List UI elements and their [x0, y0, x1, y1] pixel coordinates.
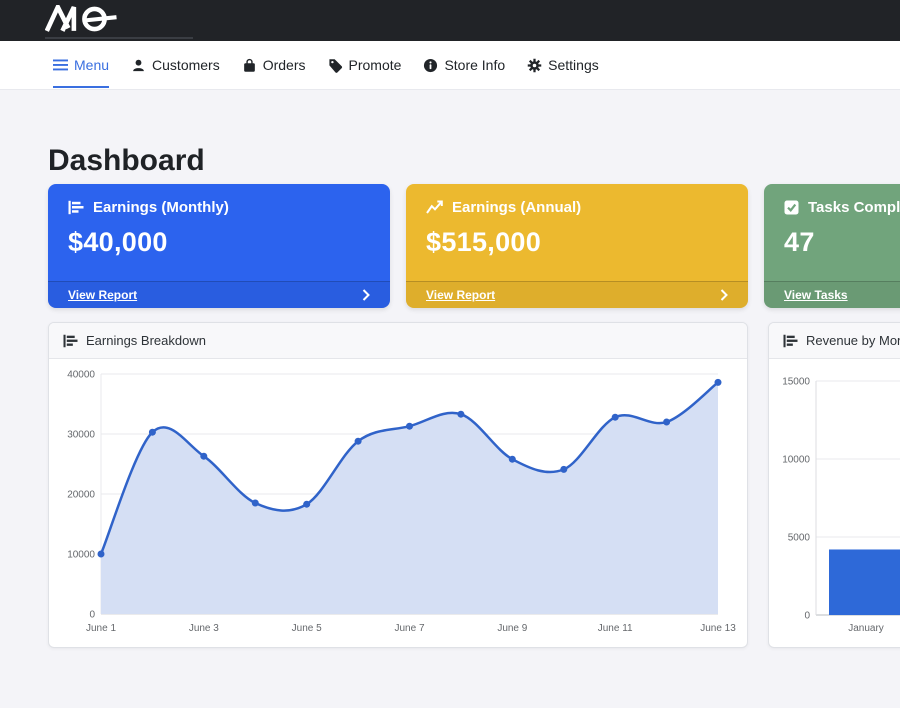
earnings-breakdown-header: Earnings Breakdown — [49, 323, 747, 359]
main-nav: Menu Customers Orders Promote Store Info — [0, 41, 900, 90]
stat-card-title-row: Earnings (Annual) — [426, 199, 728, 216]
hamburger-icon — [53, 59, 68, 71]
y-tick-label: 30000 — [67, 430, 95, 441]
y-tick-label: 20000 — [67, 490, 95, 501]
nav-item-menu[interactable]: Menu — [53, 41, 110, 89]
data-point — [611, 413, 619, 421]
revenue-by-month-header: Revenue by Month — [769, 323, 900, 359]
stat-card-earnings-annual: Earnings (Annual) $515,000 View Report — [406, 184, 748, 308]
data-point — [406, 422, 413, 430]
nav-item-store-info[interactable]: Store Info — [423, 41, 505, 89]
bar-chart-icon — [783, 334, 798, 347]
view-report-label: View Report — [426, 288, 496, 302]
stat-card-body: Earnings (Annual) $515,000 — [406, 184, 748, 281]
stat-card-title: Earnings (Monthly) — [93, 199, 229, 216]
nav-item-label: Store Info — [444, 57, 506, 73]
chevron-right-icon — [362, 289, 370, 301]
view-tasks-link[interactable]: View Tasks — [764, 281, 900, 308]
stat-card-title: Earnings (Annual) — [452, 199, 582, 216]
y-tick-label: 5000 — [788, 533, 811, 544]
bar-chart-icon — [63, 334, 78, 347]
nav-item-label: Menu — [74, 57, 110, 73]
x-tick-label: June 1 — [86, 623, 116, 634]
x-tick-label: January — [848, 623, 884, 634]
x-tick-label: June 9 — [497, 623, 527, 634]
view-report-link[interactable]: View Report — [406, 281, 748, 308]
y-tick-label: 15000 — [782, 377, 810, 388]
chart-title: Earnings Breakdown — [86, 333, 206, 348]
nav-item-customers[interactable]: Customers — [131, 41, 220, 89]
data-point — [508, 455, 516, 463]
data-point — [663, 418, 671, 426]
y-tick-label: 0 — [804, 611, 810, 622]
data-point — [200, 452, 208, 460]
data-point — [148, 428, 156, 436]
chart-title: Revenue by Month — [806, 333, 900, 348]
shopping-bag-icon — [243, 58, 255, 72]
x-tick-label: June 5 — [292, 623, 322, 634]
nav-item-label: Promote — [348, 57, 402, 73]
data-point — [303, 500, 311, 508]
earnings-breakdown-card: Earnings Breakdown 0 10000 20000 30000 40000… — [48, 322, 748, 648]
stat-card-value: $515,000 — [426, 227, 542, 257]
line-chart-icon — [426, 200, 443, 214]
nav-item-promote[interactable]: Promote — [328, 41, 402, 89]
topbar — [0, 0, 900, 41]
person-icon — [133, 59, 144, 71]
data-point — [457, 410, 465, 418]
data-point — [251, 499, 259, 507]
stat-card-body: Earnings (Monthly) $40,000 — [48, 184, 390, 281]
revenue-by-month-card: Revenue by Month 0 5000 10000 15000 January — [768, 322, 900, 648]
nav-item-label: Orders — [262, 57, 306, 73]
x-tick-label: June 7 — [394, 623, 424, 634]
nav-item-settings[interactable]: Settings — [527, 41, 599, 89]
area-fill — [101, 382, 718, 614]
y-tick-label: 0 — [89, 610, 95, 621]
stat-card-title-row: Earnings (Monthly) — [68, 199, 370, 216]
chevron-right-icon — [720, 289, 728, 301]
nav-item-label: Settings — [548, 57, 599, 73]
x-tick-label: June 13 — [700, 623, 736, 634]
check-square-icon — [784, 200, 799, 215]
tag-icon — [328, 58, 342, 73]
view-report-label: View Report — [68, 288, 138, 302]
bar-chart-horizontal-icon — [68, 200, 84, 215]
stat-cards-row: Earnings (Monthly) $40,000 View Report E… — [48, 184, 900, 308]
nav-item-orders[interactable]: Orders — [242, 41, 306, 89]
page-title: Dashboard — [48, 144, 205, 177]
brand-underline — [45, 37, 193, 39]
data-point — [560, 465, 568, 473]
y-tick-label: 10000 — [782, 455, 810, 466]
charts-row: Earnings Breakdown 0 10000 20000 30000 40000… — [48, 322, 900, 648]
y-tick-label: 10000 — [67, 550, 95, 561]
x-tick-label: June 11 — [598, 623, 633, 634]
x-tick-label: June 3 — [189, 623, 219, 634]
info-circle-icon — [424, 58, 438, 72]
stat-card-title: Tasks Completed — [808, 199, 900, 216]
stat-card-earnings-monthly: Earnings (Monthly) $40,000 View Report — [48, 184, 390, 308]
revenue-by-month-chart: 0 5000 10000 15000 January — [769, 359, 900, 647]
stat-card-value: 47 — [784, 227, 815, 257]
data-point — [97, 550, 105, 558]
bar-chart-svg: 0 5000 10000 15000 January — [782, 377, 900, 634]
gear-icon — [527, 58, 542, 72]
brand-logo-icon — [45, 5, 117, 32]
y-tick-label: 40000 — [67, 370, 95, 381]
data-point — [354, 437, 362, 445]
line-chart-svg: 0 10000 20000 30000 40000 June 1 June 3 June 5 J… — [67, 370, 736, 635]
data-point — [714, 378, 722, 386]
stat-card-title-row: Tasks Completed — [784, 199, 900, 216]
earnings-breakdown-chart: 0 10000 20000 30000 40000 June 1 June 3 June 5 J… — [49, 359, 747, 647]
stat-card-tasks-completed: Tasks Completed 47 View Tasks — [764, 184, 900, 308]
stat-card-value: $40,000 — [68, 227, 168, 257]
view-tasks-label: View Tasks — [784, 288, 848, 302]
view-report-link[interactable]: View Report — [48, 281, 390, 308]
bar — [829, 549, 900, 615]
brand-logo[interactable] — [45, 5, 195, 39]
nav-item-label: Customers — [152, 57, 220, 73]
stat-card-body: Tasks Completed 47 — [764, 184, 900, 281]
